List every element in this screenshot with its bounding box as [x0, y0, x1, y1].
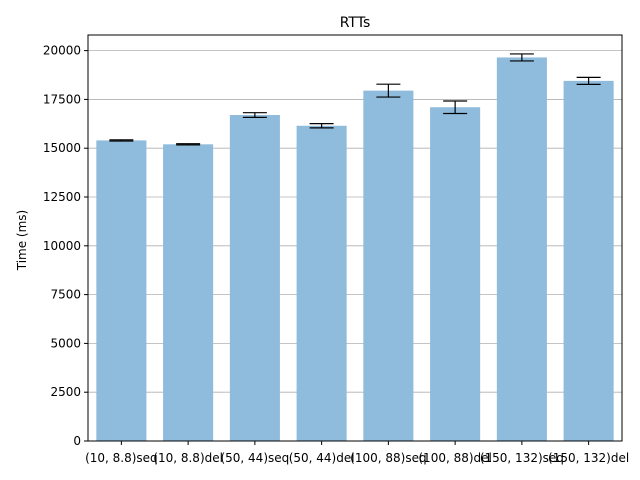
x-tick-label-6: (150, 132)seq: [480, 451, 564, 465]
axes: 0 2500 5000 7500 10000 12500 15000 17500 20000 (1…: [43, 34, 629, 465]
error-bars: [109, 53, 601, 146]
y-tick-label-7500: 7500: [50, 288, 81, 302]
plot-frame: [87, 34, 623, 442]
y-tick-label-20000: 20000: [43, 44, 81, 58]
y-tick-label-12500: 12500: [43, 190, 81, 204]
bar-1: [163, 144, 214, 442]
chart-title: RTTs: [340, 15, 371, 31]
x-tick-label-1: (10, 8.8)del: [153, 451, 223, 465]
bars: [96, 57, 614, 442]
x-tick-label-2: (50, 44)seq: [220, 451, 289, 465]
y-tick-label-0: 0: [73, 434, 81, 448]
bar-4: [363, 90, 414, 441]
x-tick-label-7: (150, 132)del: [548, 451, 629, 465]
bar-6: [496, 57, 547, 442]
y-tick-label-17500: 17500: [43, 92, 81, 106]
bar-2: [229, 115, 280, 442]
x-tick-label-0: (10, 8.8)seq: [85, 451, 158, 465]
y-axis-label: Time (ms): [15, 210, 29, 272]
bar-7: [563, 80, 614, 442]
x-tick-label-4: (100, 88)seq: [350, 451, 426, 465]
y-tick-label-2500: 2500: [50, 385, 81, 399]
bar-3: [296, 125, 347, 442]
y-tick-label-10000: 10000: [43, 239, 81, 253]
x-tick-label-3: (50, 44)del: [289, 451, 355, 465]
y-tick-label-15000: 15000: [43, 141, 81, 155]
x-tick-label-5: (100, 88)del: [418, 451, 492, 465]
y-tick-label-5000: 5000: [50, 336, 81, 350]
bar-5: [430, 107, 481, 441]
bar-0: [96, 140, 147, 441]
